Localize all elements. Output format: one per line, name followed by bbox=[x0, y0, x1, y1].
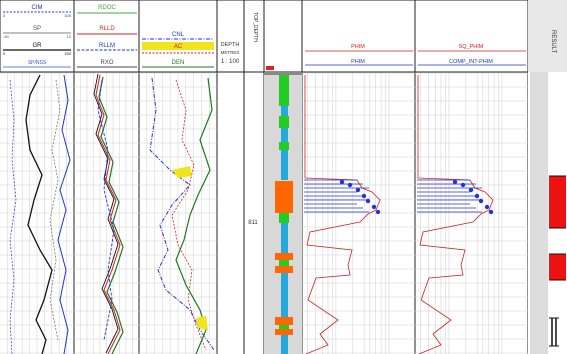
gr-curve bbox=[25, 74, 53, 354]
curve-label-gr: GR bbox=[33, 43, 43, 49]
sqphim-point bbox=[474, 193, 480, 199]
rxo-curve bbox=[93, 73, 119, 354]
depth-header: DEPTH METRES 1 : 100 bbox=[221, 42, 240, 65]
phim-header[interactable]: PHIM PHIM bbox=[305, 44, 413, 66]
curve-max-cim: 100 bbox=[64, 13, 71, 18]
phim-point bbox=[371, 204, 377, 210]
curve-label-rlld: RLLD bbox=[99, 26, 115, 32]
track3-header[interactable]: CNL AC DEN bbox=[142, 32, 214, 68]
log-curves bbox=[9, 73, 494, 354]
curve-max-sp: 10 bbox=[67, 34, 72, 39]
phim-point bbox=[355, 187, 361, 193]
sqphim-point bbox=[460, 182, 466, 188]
result-column bbox=[528, 72, 567, 354]
curve-label-rdoc: RDOC bbox=[98, 5, 116, 11]
sqphim-point bbox=[452, 179, 458, 185]
cim-curve bbox=[9, 79, 17, 354]
crossover-fill bbox=[172, 166, 192, 178]
sqphim-point bbox=[488, 209, 494, 215]
curve-min-cim: 0 bbox=[3, 13, 6, 18]
curve-label-phim2: PHIM bbox=[351, 59, 365, 65]
cnl-curve bbox=[149, 77, 215, 351]
phim-point bbox=[361, 193, 367, 199]
sp2-curve bbox=[49, 79, 61, 341]
phim-point bbox=[339, 179, 345, 185]
curve-label-rllm: RLLM bbox=[99, 43, 115, 49]
sqphim-point bbox=[484, 204, 490, 210]
curve-label-sqphim: SQ_PHIM bbox=[459, 44, 484, 50]
depth-scale: 1 : 100 bbox=[221, 59, 240, 65]
rdoc-curve bbox=[98, 76, 124, 354]
track1-header[interactable]: CIM 0 100 SP -90 10 GR 0 150 SP/NSS bbox=[3, 5, 72, 68]
phim-point bbox=[347, 182, 353, 188]
track2-header[interactable]: RDOC RLLD RLLM RXO bbox=[77, 5, 137, 68]
phim-point bbox=[375, 209, 381, 215]
lithology-column bbox=[264, 72, 302, 354]
sqphim-curve bbox=[417, 75, 494, 354]
curve-max-gr: 150 bbox=[64, 51, 71, 56]
curve-label-rxo: RXO bbox=[100, 60, 113, 66]
curve-label-compint: COMP_INT-PHIM bbox=[449, 59, 493, 65]
ac-curve bbox=[171, 79, 207, 351]
curve-label-cnl: CNL bbox=[172, 32, 185, 38]
depth-label: DEPTH bbox=[221, 42, 240, 48]
sqphim-header[interactable]: SQ_PHIM COMP_INT-PHIM bbox=[418, 44, 526, 66]
curve-label-spnss: SP/NSS bbox=[28, 60, 47, 66]
depth-marker: 811 bbox=[248, 220, 258, 226]
rllm-curve bbox=[97, 79, 115, 341]
phim-curve bbox=[304, 75, 381, 354]
curve-label-sp: SP bbox=[33, 26, 41, 32]
depth-unit: METRES bbox=[221, 50, 240, 55]
ac-fill-swatch bbox=[142, 42, 214, 50]
top-depth-label: TOP_DEPTH bbox=[252, 12, 258, 42]
curve-label-ac: AC bbox=[174, 44, 183, 50]
curve-label-den: DEN bbox=[172, 60, 185, 66]
top-depth-marker bbox=[266, 66, 274, 70]
crossover-fill-2 bbox=[196, 316, 208, 330]
top-depth-header: TOP_DEPTH bbox=[252, 12, 274, 70]
curve-label-cim: CIM bbox=[32, 5, 43, 11]
sqphim-point bbox=[468, 187, 474, 193]
sqphim-point bbox=[478, 198, 484, 204]
den-curve bbox=[175, 77, 213, 354]
curve-min-gr: 0 bbox=[3, 51, 6, 56]
result-header: RESULT bbox=[528, 0, 567, 72]
curve-label-phim: PHIM bbox=[351, 44, 365, 50]
track-grids bbox=[0, 72, 528, 354]
rlld-curve bbox=[95, 74, 121, 354]
result-label: RESULT bbox=[550, 30, 556, 54]
sp-curve bbox=[57, 74, 71, 354]
curve-min-sp: -90 bbox=[3, 34, 10, 39]
phim-point bbox=[365, 198, 371, 204]
